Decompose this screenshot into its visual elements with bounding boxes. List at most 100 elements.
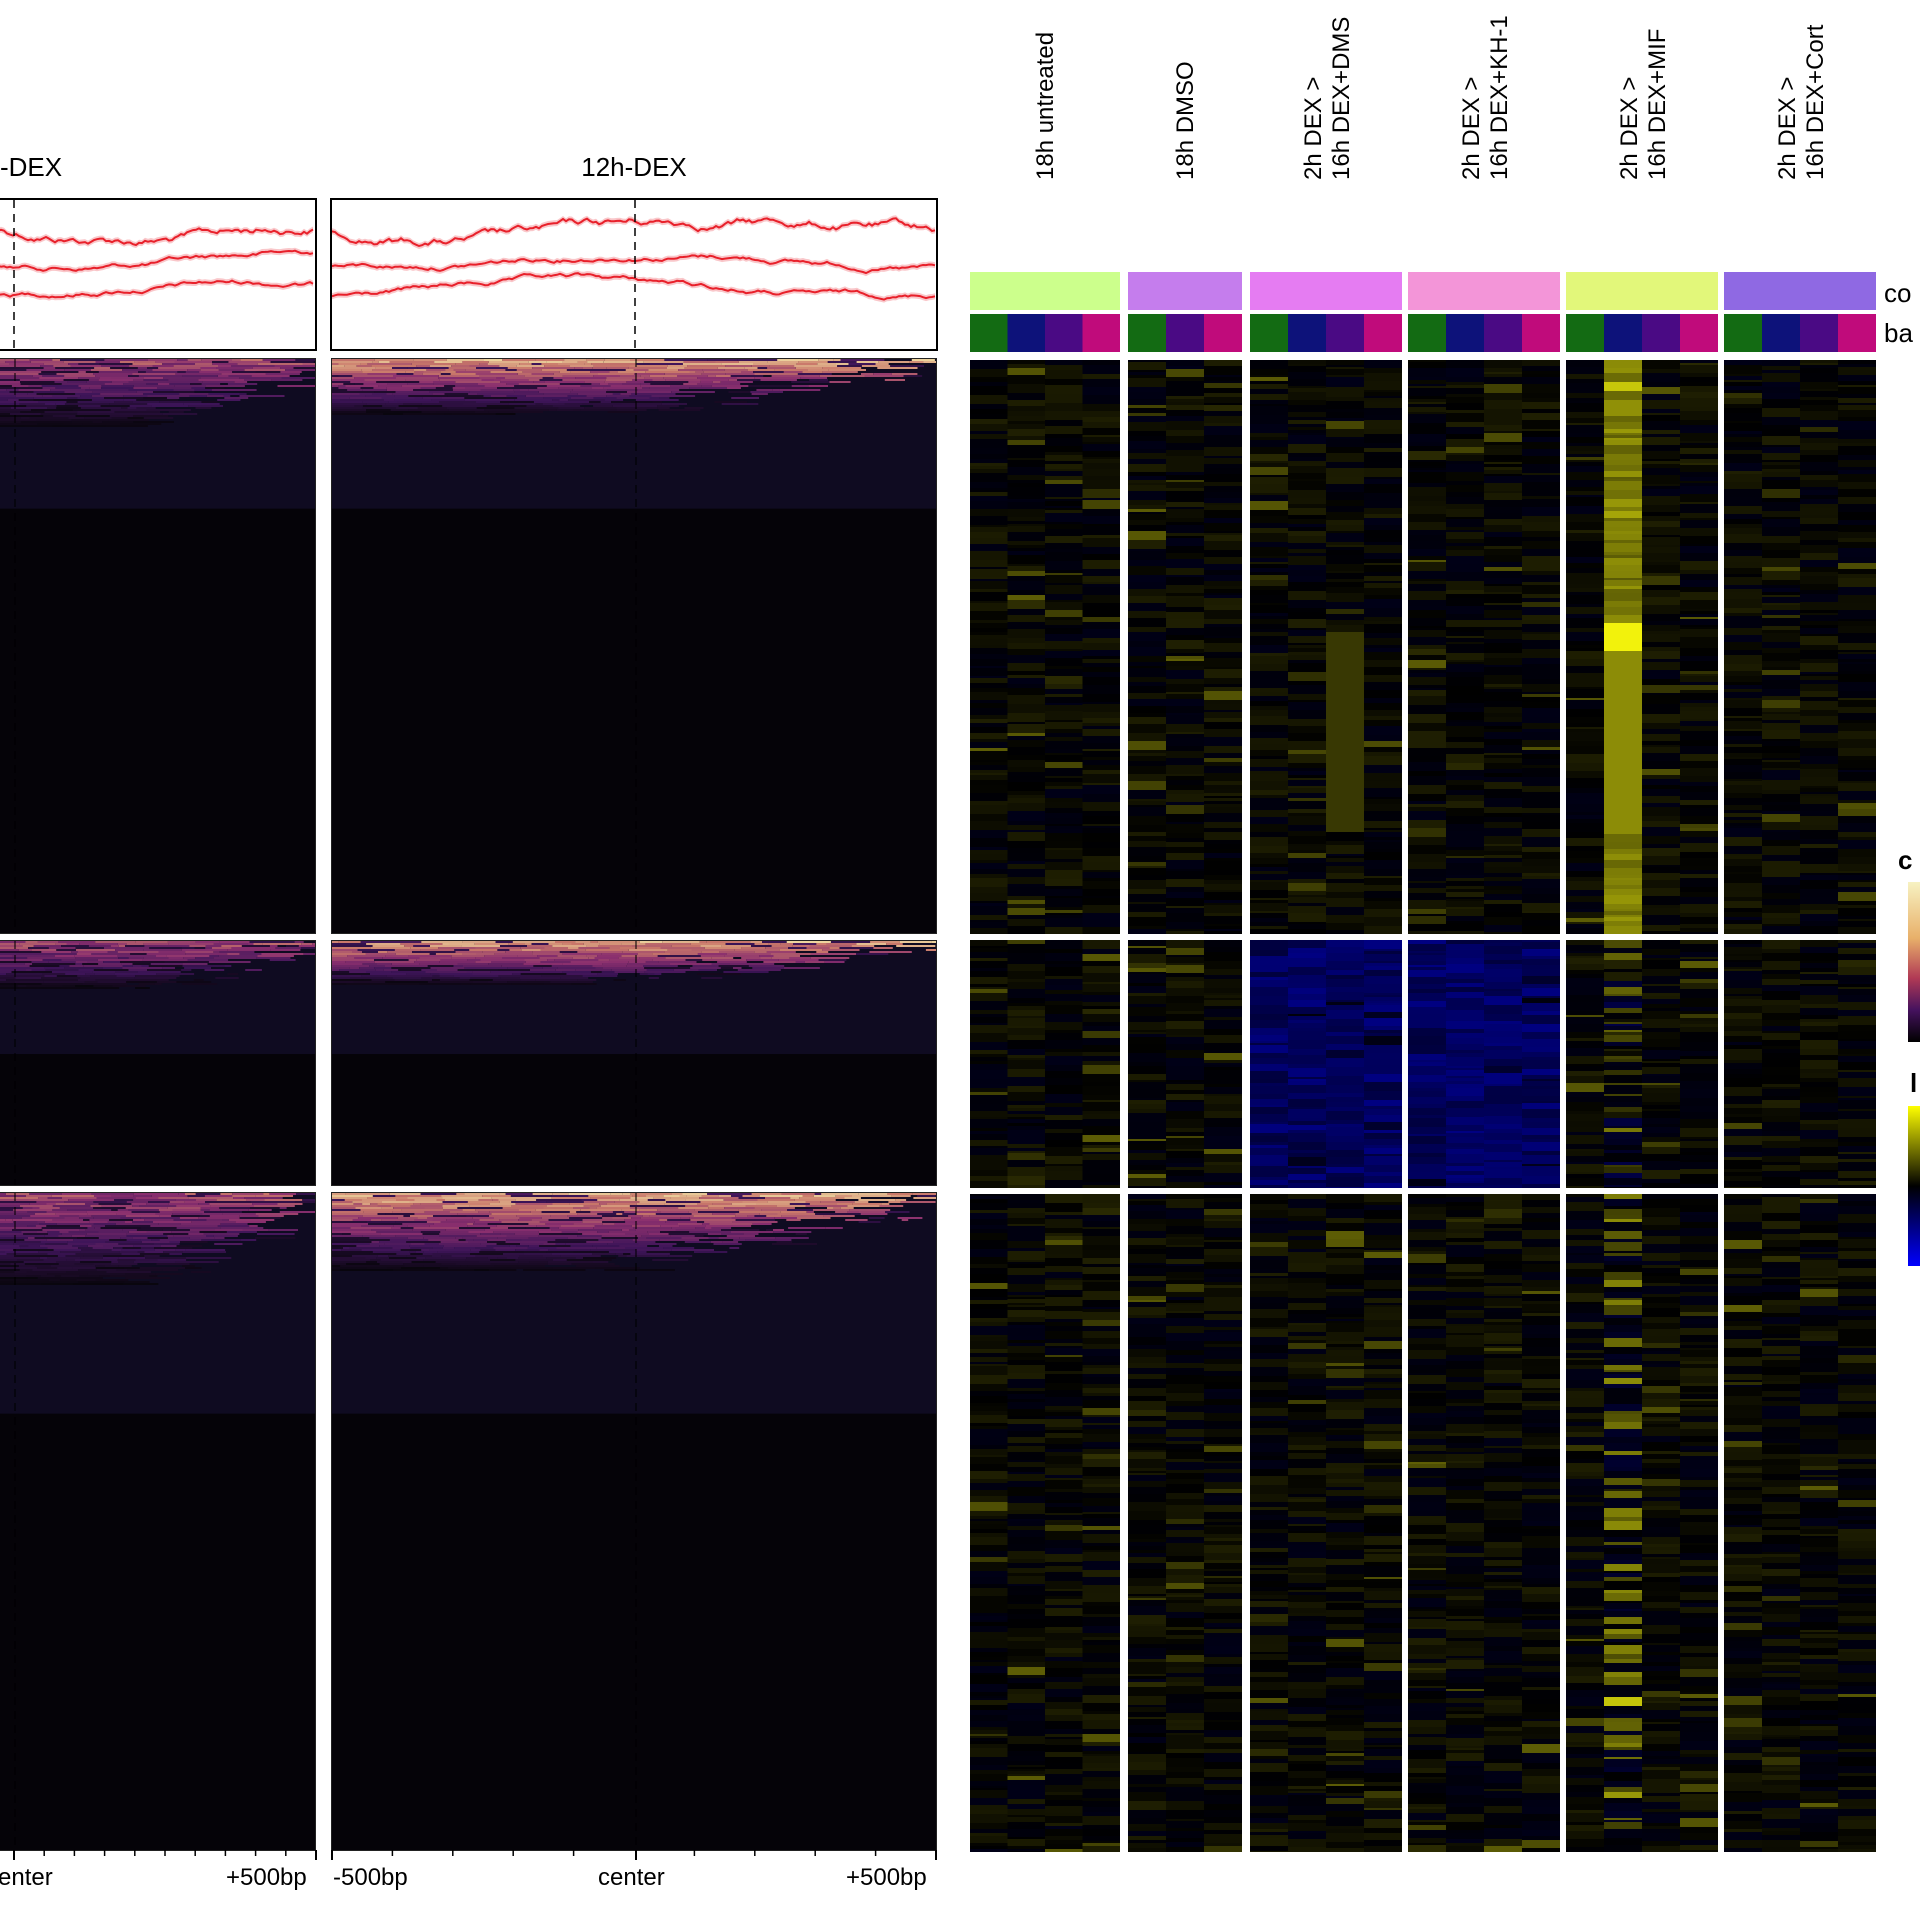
density-cell <box>445 1229 485 1231</box>
heatmap-cell <box>1007 1018 1045 1026</box>
heatmap-cell <box>1082 1026 1120 1031</box>
heatmap-cell <box>970 1457 1008 1464</box>
heatmap-cell <box>1326 512 1364 520</box>
density-cell <box>514 399 553 401</box>
density-cell <box>332 945 373 947</box>
heatmap-cell <box>1128 706 1166 713</box>
density-cell <box>414 961 440 963</box>
heatmap-cell <box>1082 1031 1120 1038</box>
density-cell <box>125 985 146 987</box>
heatmap-cell <box>1250 980 1288 987</box>
heatmap-cell <box>1128 972 1166 974</box>
heatmap-cell <box>1128 1626 1166 1631</box>
heatmap-cell <box>1364 398 1402 400</box>
heatmap-cell <box>970 459 1008 463</box>
density-cell <box>526 1197 552 1199</box>
heatmap-cell <box>1166 1111 1204 1119</box>
density-cell <box>42 1229 80 1231</box>
density-cell <box>136 1229 163 1231</box>
heatmap-cell <box>1204 1142 1242 1149</box>
heatmap-cell <box>1166 833 1204 838</box>
density-cell <box>582 403 622 405</box>
density-cell <box>140 1217 180 1219</box>
density-cell <box>188 405 223 407</box>
density-cell <box>118 1265 132 1267</box>
density-cell <box>77 951 108 953</box>
density-cell <box>429 953 436 955</box>
density-cell <box>367 1197 408 1199</box>
heatmap-cell <box>970 544 1008 551</box>
density-cell <box>141 965 149 967</box>
heatmap-cell <box>1128 1219 1166 1224</box>
density-cell <box>499 1219 519 1221</box>
density-cell <box>891 1195 911 1197</box>
heatmap-cell <box>1288 816 1326 825</box>
heatmap-cell <box>1082 1423 1120 1425</box>
density-cell <box>239 395 285 397</box>
density-cell <box>389 1193 421 1195</box>
heatmap-cell <box>970 1727 1008 1730</box>
heatmap-cell <box>1082 663 1120 667</box>
density-cell <box>645 371 690 373</box>
heatmap-cell <box>1326 742 1364 749</box>
heatmap-cell <box>1082 704 1120 712</box>
heatmap-cell <box>1045 985 1083 990</box>
density-cell <box>48 947 76 949</box>
heatmap-cell <box>1082 1593 1120 1602</box>
heatmap-cell <box>1166 421 1204 430</box>
density-cell <box>695 371 704 373</box>
density-cell <box>441 1263 456 1265</box>
heatmap-cell <box>1045 1346 1083 1348</box>
heatmap-cell <box>1128 1233 1166 1238</box>
density-cell <box>136 391 153 393</box>
density-cell <box>640 375 650 377</box>
density-cell <box>332 381 351 383</box>
heatmap-cell <box>970 850 1008 854</box>
density-cell <box>657 955 701 957</box>
heatmap-cell <box>1007 1780 1045 1785</box>
density-cell <box>0 953 38 955</box>
density-cell <box>202 381 235 383</box>
density-cell <box>29 359 53 361</box>
heatmap-cell <box>1128 1363 1166 1368</box>
density-cell <box>497 387 538 389</box>
heatmap-cell <box>1045 829 1083 833</box>
heatmap-cell <box>970 501 1008 509</box>
density-cell <box>444 413 453 415</box>
density-cell <box>296 1193 315 1195</box>
heatmap-cell <box>970 628 1008 632</box>
density-cell <box>851 945 875 947</box>
heatmap-cell <box>1326 898 1364 907</box>
density-cell <box>750 941 762 943</box>
heatmap-cell <box>1128 1238 1166 1245</box>
heatmap-cell <box>1128 1434 1166 1439</box>
density-cell <box>670 963 712 965</box>
density-cell <box>332 1241 372 1243</box>
density-cell <box>27 1211 47 1213</box>
heatmap-cell <box>970 581 1008 589</box>
heatmap-cell <box>1128 1473 1166 1475</box>
density-cell <box>558 407 585 409</box>
heatmap-cell <box>1364 360 1402 368</box>
heatmap-cell <box>1326 818 1364 827</box>
heatmap-cell <box>1166 500 1204 502</box>
heatmap-cell <box>1166 399 1204 402</box>
density-cell <box>451 365 470 367</box>
density-cell <box>78 405 101 407</box>
density-cell <box>198 1203 210 1205</box>
heatmap-cell <box>1082 659 1120 663</box>
density-cell <box>0 361 6 363</box>
heatmap-cell <box>1166 1713 1204 1720</box>
density-cell <box>214 1237 225 1239</box>
heatmap-cell <box>1288 825 1326 831</box>
density-cell <box>543 393 578 395</box>
density-cell <box>246 1199 265 1201</box>
density-cell <box>586 395 607 397</box>
heatmap-cell <box>1082 622 1120 629</box>
heatmap-cell <box>970 1117 1008 1119</box>
density-cell <box>601 971 615 973</box>
heatmap-cell <box>970 920 1008 922</box>
heatmap-cell <box>1045 1522 1083 1525</box>
density-cell <box>405 379 440 381</box>
heatmap-cell <box>1128 1674 1166 1676</box>
